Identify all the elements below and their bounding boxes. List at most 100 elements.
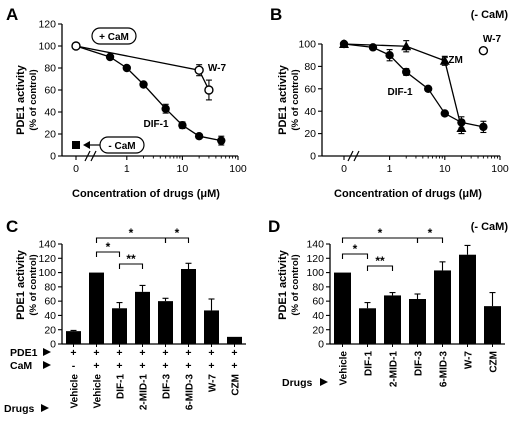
panel-a-y-tick-label: 0 bbox=[50, 151, 56, 163]
panel-b-y-tick-label: 20 bbox=[304, 128, 316, 140]
panel-c-category-label: DIF-3 bbox=[162, 374, 173, 399]
panel-a-point-dif-1 bbox=[122, 63, 131, 73]
panel-c-row-value: + bbox=[162, 360, 168, 372]
panel-b-xlabel: Concentration of drugs (μM) bbox=[334, 188, 482, 200]
panel-c-bar bbox=[181, 269, 196, 344]
panel-b-y-tick-label: 80 bbox=[304, 61, 316, 73]
panel-d-bar bbox=[359, 308, 376, 344]
panel-a-x-tick-label: 10 bbox=[177, 163, 189, 175]
panel-d-bar bbox=[459, 254, 476, 344]
panel-letter-b: B bbox=[270, 5, 282, 24]
panel-c-row-value: + bbox=[70, 347, 76, 359]
panel-c-category-label: Vehicle bbox=[93, 374, 104, 409]
panel-c-bar bbox=[227, 336, 242, 344]
panel-d-significance-bracket bbox=[366, 265, 394, 271]
panel-b-ylabel: PDE1 activity bbox=[277, 64, 289, 135]
panel-c-row-value: + bbox=[231, 347, 237, 359]
panel-d-y-tick-label: 40 bbox=[312, 310, 324, 322]
panel-a-point-dif-1 bbox=[105, 52, 115, 62]
panel-d-significance-bracket bbox=[416, 237, 444, 243]
panel-a-y-tick-label: 80 bbox=[44, 63, 56, 75]
panel-b-note: (- CaM) bbox=[471, 9, 509, 21]
panel-c-significance-label: * bbox=[106, 240, 111, 254]
panel-d-y-tick-label: 0 bbox=[318, 339, 324, 351]
panel-a-x-tick-label: 0 bbox=[73, 163, 79, 175]
panel-c-row-value: + bbox=[93, 347, 99, 359]
panel-c-y-tick-label: 80 bbox=[44, 281, 56, 293]
panel-a-point-w-7 bbox=[194, 65, 204, 75]
panel-c-significance-label: * bbox=[175, 226, 180, 240]
panel-b-point-czm bbox=[339, 39, 349, 48]
panel-d-significance-label: * bbox=[378, 226, 383, 240]
panel-c-bar bbox=[66, 331, 81, 344]
panel-c-y-tick-label: 60 bbox=[44, 296, 56, 308]
panel-d-y-tick-label: 100 bbox=[306, 267, 324, 279]
panel-a-x-tick-label: 1 bbox=[124, 163, 130, 175]
panel-a-annotation-box bbox=[99, 136, 145, 154]
panel-a-axis-break-mark bbox=[84, 150, 91, 162]
panel-d-significance-label: * bbox=[353, 242, 358, 256]
panel-b-y-tick-label: 40 bbox=[304, 106, 316, 118]
panel-c-category-label: Vehicle bbox=[70, 374, 81, 409]
panel-b-point-dif-1 bbox=[440, 109, 449, 118]
panel-c-category-label: 2-MID-1 bbox=[139, 374, 150, 411]
panel-c-row-arrow bbox=[43, 348, 51, 356]
panel-c-row-value: + bbox=[208, 360, 214, 372]
panel-c-row-value: + bbox=[162, 347, 168, 359]
panel-d-y-tick-label: 60 bbox=[312, 296, 324, 308]
panel-a-chart: 0 20 40 60 80 100 120 0 1 10 100 DIF-1 W-7 + CaM - CaM bbox=[38, 19, 246, 175]
panel-a-annotation-plus-cam: + CaM bbox=[99, 32, 129, 43]
panel-b-point-czm bbox=[401, 41, 412, 51]
panel-c-y-tick-label: 40 bbox=[44, 310, 56, 322]
panel-c-bar bbox=[158, 301, 173, 344]
panel-c-row-value: + bbox=[93, 360, 99, 372]
panel-c-bar bbox=[204, 310, 219, 344]
panel-a-point-w-7 bbox=[204, 85, 214, 95]
panel-b-point-w-7 bbox=[478, 46, 489, 56]
panel-a-point-minus-cam bbox=[72, 141, 80, 149]
panel-b-point-dif-1 bbox=[479, 122, 488, 132]
panel-b-y-tick-label: 100 bbox=[298, 39, 316, 51]
panel-c-row-value: + bbox=[116, 360, 122, 372]
panel-b-point-dif-1 bbox=[385, 51, 394, 60]
panel-b-series-label-czm: CZM bbox=[441, 55, 463, 66]
panel-d-category-label: 2-MID-1 bbox=[389, 351, 400, 388]
panel-c-row-value: + bbox=[231, 360, 237, 372]
panel-b-series-label-dif-1: DIF-1 bbox=[388, 87, 413, 98]
panel-a-ylabel-sub: (% of control) bbox=[28, 69, 39, 130]
panel-d-bar bbox=[484, 306, 501, 344]
panel-c-category-label: CZM bbox=[231, 374, 242, 396]
panel-d-y-tick-label: 120 bbox=[306, 253, 324, 265]
panel-d-category-label: Vehicle bbox=[339, 351, 350, 386]
panel-a-point-dif-1 bbox=[161, 104, 170, 113]
panel-letter-d: D bbox=[268, 217, 280, 236]
panel-a-point-dif-1 bbox=[178, 121, 187, 130]
panel-b-chart: 0 20 40 60 80 100 0 1 10 100 DIF-1 CZM W-7 bbox=[298, 34, 508, 175]
panel-a-point-dif-1 bbox=[217, 136, 226, 145]
panel-b-x-tick-label: 100 bbox=[491, 163, 509, 175]
panel-b-point-dif-1 bbox=[423, 84, 433, 94]
panel-c-ylabel: PDE1 activity bbox=[15, 249, 27, 320]
panel-d-category-label: DIF-3 bbox=[414, 351, 425, 376]
panel-c-row-value: + bbox=[139, 360, 145, 372]
panel-d-significance-label: * bbox=[428, 226, 433, 240]
panel-c-row-label-pde1: PDE1 bbox=[10, 347, 38, 359]
panel-b-y-tick-label: 0 bbox=[310, 151, 316, 163]
panel-d-category-label: W-7 bbox=[464, 351, 475, 370]
panel-a-y-tick-label: 120 bbox=[38, 19, 56, 31]
panel-b-x-tick-label: 0 bbox=[341, 163, 347, 175]
panel-d-row-arrow bbox=[320, 378, 328, 386]
panel-c-row-arrow bbox=[41, 404, 49, 412]
panel-d-row-label-drugs: Drugs bbox=[282, 377, 312, 389]
panel-c-category-label: 6-MID-3 bbox=[185, 374, 196, 411]
panel-d-ylabel-sub: (% of control) bbox=[290, 254, 301, 315]
panel-a-y-tick-label: 20 bbox=[44, 129, 56, 141]
panel-b-series-line-czm bbox=[343, 43, 463, 129]
panel-d-bar bbox=[409, 299, 426, 344]
panel-c-y-tick-label: 140 bbox=[38, 239, 56, 251]
panel-a-point-dif-1 bbox=[139, 80, 148, 89]
panel-c-category-label: DIF-1 bbox=[116, 374, 127, 399]
panel-letter-c: C bbox=[6, 217, 18, 236]
panel-a-arrow-head bbox=[83, 141, 90, 149]
